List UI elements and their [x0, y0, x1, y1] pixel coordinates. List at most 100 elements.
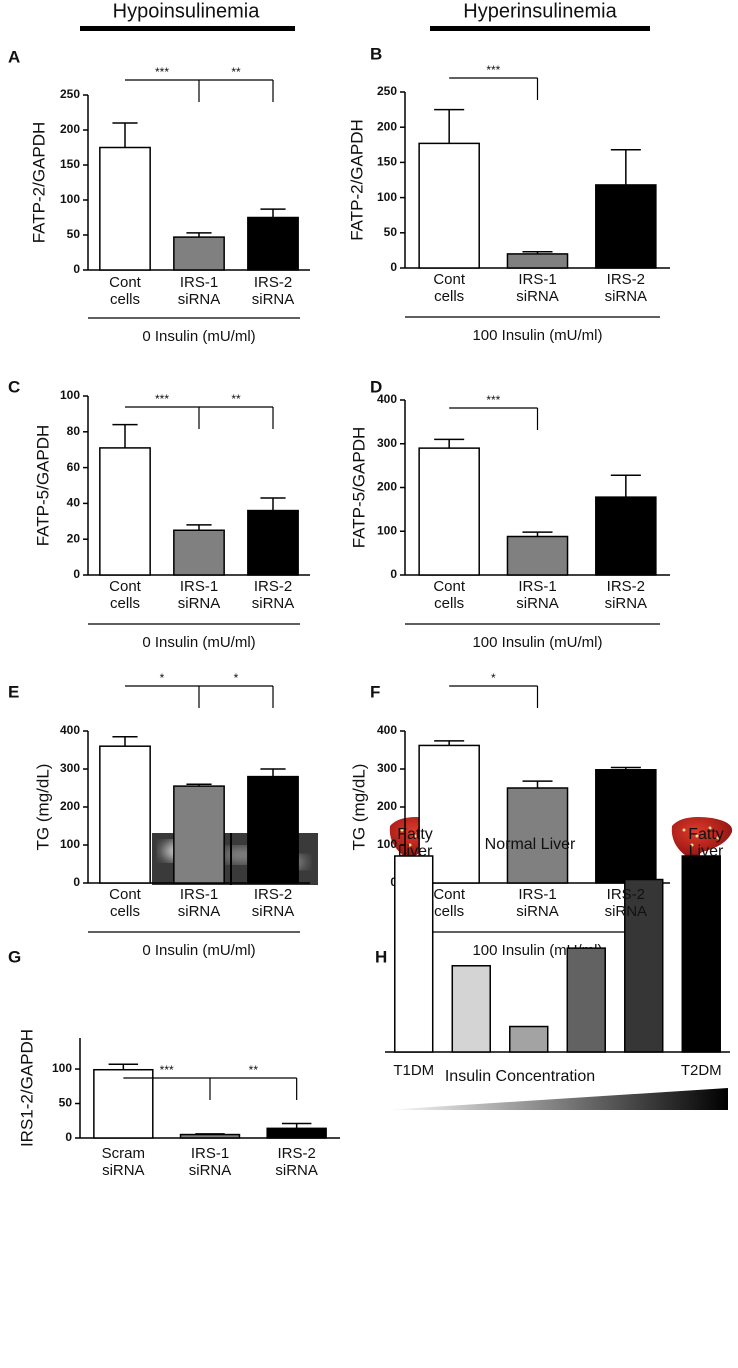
panel-letter: C — [8, 377, 20, 396]
y-tick-label: 400 — [377, 392, 397, 406]
y-tick-label: 250 — [377, 84, 397, 98]
significance-label: *** — [486, 393, 500, 407]
y-tick-label: 0 — [73, 875, 80, 889]
x-tick-label: IRS-1 siRNA — [177, 578, 221, 612]
x-tick-label: Scram siRNA — [101, 1145, 145, 1179]
y-axis-label: TG (mg/dL) — [349, 764, 368, 851]
y-tick-label: 200 — [60, 122, 80, 136]
y-tick-label: 0 — [390, 260, 397, 274]
bar — [418, 447, 480, 576]
y-axis-label: IRS1-2/GAPDH — [17, 1029, 36, 1147]
y-tick-label: 0 — [73, 262, 80, 276]
y-tick-label: 250 — [60, 87, 80, 101]
x-tick-label: IRS-2 siRNA — [604, 271, 648, 305]
y-tick-label: 50 — [384, 225, 398, 239]
panel-letter: E — [8, 682, 19, 701]
y-tick-label: 400 — [60, 723, 80, 737]
x-tick-label: IRS-1 siRNA — [516, 578, 559, 612]
panel-letter: B — [370, 44, 382, 63]
x-tick-label: Cont cells — [433, 271, 465, 305]
bar — [595, 184, 657, 269]
significance-label: *** — [155, 392, 169, 406]
bar — [566, 947, 606, 1053]
y-tick-label: 50 — [59, 1096, 73, 1110]
significance-label: ** — [249, 1063, 259, 1077]
bar — [93, 1068, 154, 1139]
bar — [266, 1127, 327, 1139]
x-tick-label: Cont cells — [109, 274, 141, 308]
bar — [99, 447, 151, 576]
y-tick-label: 150 — [60, 157, 80, 171]
header-bar — [430, 26, 650, 31]
significance-label: * — [234, 671, 239, 685]
y-tick-label: 200 — [60, 799, 80, 813]
bar — [247, 216, 299, 271]
panel-letter: H — [375, 947, 387, 966]
x-tick-label: IRS-1 siRNA — [177, 274, 221, 308]
significance-label: *** — [155, 65, 169, 79]
header-bar — [80, 26, 295, 31]
significance-label: *** — [160, 1063, 174, 1077]
bar — [394, 855, 434, 1053]
bar — [451, 965, 491, 1053]
y-tick-label: 400 — [377, 723, 397, 737]
bar — [99, 146, 151, 271]
y-tick-label: 100 — [377, 523, 397, 537]
panel-letter: A — [8, 47, 20, 66]
y-axis-label: FATP-2/GAPDH — [347, 119, 366, 241]
bar — [506, 787, 569, 884]
bar — [173, 529, 225, 576]
header: Hypoinsulinemia — [113, 0, 261, 22]
x-tick-label: Cont cells — [109, 886, 141, 920]
y-tick-label: 200 — [377, 119, 397, 133]
y-tick-label: 200 — [377, 799, 397, 813]
x-tick-label: IRS-2 siRNA — [604, 578, 648, 612]
y-tick-label: 0 — [390, 875, 397, 889]
y-axis-label: FATP-5/GAPDH — [349, 427, 368, 549]
significance-label: * — [160, 671, 165, 685]
bar — [506, 535, 569, 576]
group-label: 0 Insulin (mU/ml) — [142, 328, 255, 345]
x-tick-label: T1DM — [393, 1062, 435, 1079]
bar — [681, 855, 721, 1053]
significance-label: ** — [231, 65, 241, 79]
panel-letter: D — [370, 377, 382, 396]
bar — [99, 745, 151, 884]
y-tick-label: 50 — [67, 227, 81, 241]
bar — [595, 769, 657, 884]
header: Hyperinsulinemia — [463, 0, 617, 22]
x-tick-label: IRS-2 siRNA — [604, 886, 648, 920]
bar — [173, 236, 225, 271]
y-tick-label: 20 — [67, 531, 81, 545]
x-axis-label: Insulin Concentration — [445, 1068, 595, 1085]
group-label: 0 Insulin (mU/ml) — [142, 634, 255, 651]
bar — [247, 775, 299, 884]
gradient-wedge — [385, 1088, 728, 1110]
bar — [173, 785, 225, 884]
y-tick-label: 0 — [73, 567, 80, 581]
bar — [595, 496, 657, 576]
annotation: Normal Liver — [484, 836, 576, 853]
annotation: Fatty Liver — [397, 826, 433, 860]
x-tick-label: Cont cells — [433, 578, 465, 612]
x-tick-label: IRS-1 siRNA — [177, 886, 221, 920]
group-label: 100 Insulin (mU/ml) — [472, 327, 602, 344]
x-tick-label: IRS-1 siRNA — [516, 271, 559, 305]
x-tick-label: Cont cells — [109, 578, 141, 612]
y-tick-label: 300 — [60, 761, 80, 775]
x-tick-label: T2DM — [680, 1062, 722, 1079]
annotation: Fatty Liver — [688, 826, 724, 860]
panel-letter: F — [370, 682, 380, 701]
significance-label: ** — [231, 392, 241, 406]
y-tick-label: 100 — [60, 837, 80, 851]
x-tick-label: IRS-2 siRNA — [251, 886, 295, 920]
y-tick-label: 150 — [377, 155, 397, 169]
x-tick-label: IRS-2 siRNA — [251, 578, 295, 612]
group-label: 100 Insulin (mU/ml) — [472, 634, 602, 651]
y-tick-label: 40 — [67, 496, 81, 510]
y-tick-label: 200 — [377, 480, 397, 494]
x-tick-label: IRS-2 siRNA — [275, 1145, 318, 1179]
y-tick-label: 100 — [60, 192, 80, 206]
